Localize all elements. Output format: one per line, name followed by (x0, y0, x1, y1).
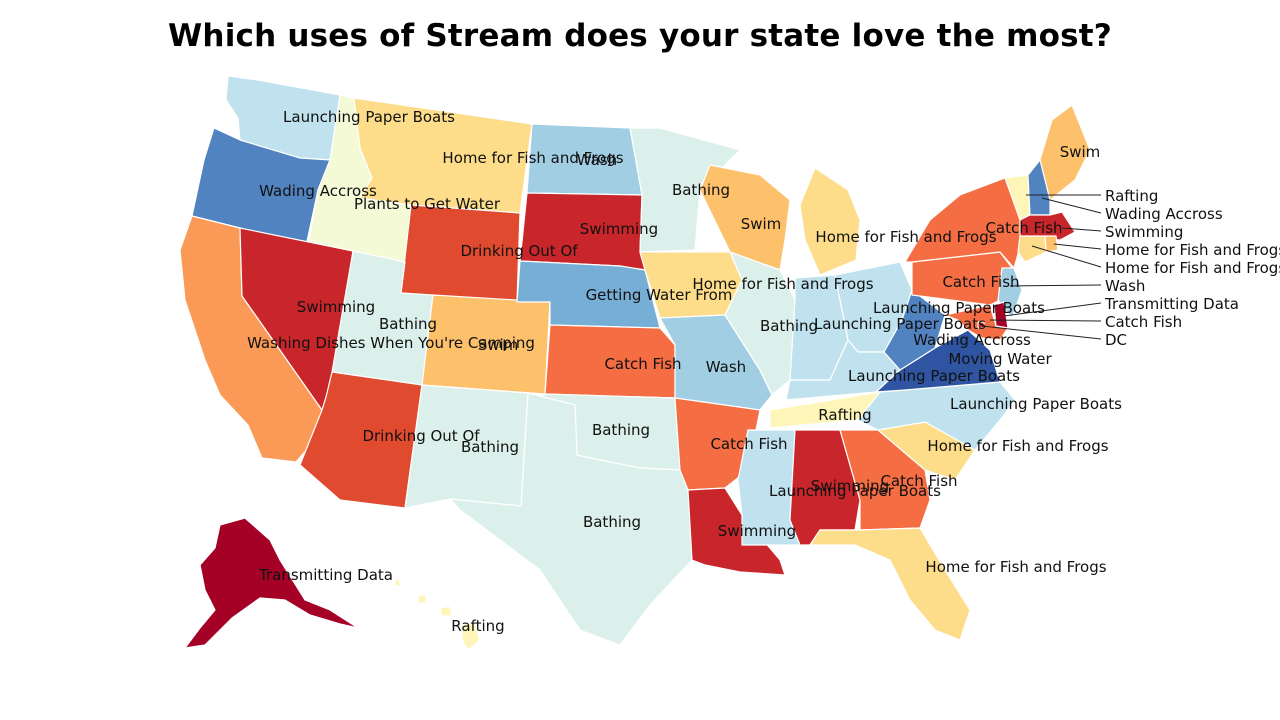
state-label-ak: Transmitting Data (258, 566, 393, 584)
callout-line-md (989, 319, 1102, 322)
state-label-nm: Bathing (461, 438, 519, 456)
state-label-wi: Swim (741, 215, 782, 233)
state-label-ga: Catch Fish (880, 472, 957, 490)
callout-leaders-layer (981, 194, 1102, 340)
state-label-me: Swim (1060, 143, 1101, 161)
state-tx (449, 392, 693, 646)
state-label-or: Wading Accross (259, 182, 377, 200)
state-label-wy: Drinking Out Of (460, 242, 578, 260)
state-label-va: Moving Water (948, 350, 1052, 368)
state-hi (394, 579, 481, 651)
state-label-pa: Catch Fish (942, 273, 1019, 291)
state-ct (1017, 235, 1047, 263)
state-label-nv: Swimming (297, 298, 375, 316)
state-label-tn: Rafting (818, 406, 871, 424)
callout-label-nh: Wading Accross (1105, 205, 1223, 223)
state-nh (1027, 159, 1051, 216)
state-label-ok: Bathing (592, 421, 650, 439)
states-layer (179, 75, 1091, 651)
callout-line-ma (1061, 227, 1102, 232)
state-mn (629, 127, 741, 253)
state-fl (809, 527, 971, 641)
state-la (687, 487, 786, 576)
callout-label-ct: Home for Fish and Frogs (1105, 259, 1280, 277)
state-mt (353, 97, 533, 214)
state-label-oh: Launching Paper Boats (873, 299, 1045, 317)
state-label-al: Swimming (811, 477, 889, 495)
state-label-ny: Catch Fish (985, 219, 1062, 237)
state-label-ms: Launching Paper Boats (769, 482, 941, 500)
state-md (944, 304, 1009, 341)
callout-label-dc: DC (1105, 331, 1127, 349)
state-label-wv: Wading Accross (913, 331, 1031, 349)
state-label-ut: Bathing (379, 315, 437, 333)
state-label-il: Bathing (760, 317, 818, 335)
state-label-wa: Launching Paper Boats (283, 108, 455, 126)
state-label-la: Swimming (718, 522, 796, 540)
state-mi (799, 167, 861, 276)
callout-label-nj: Wash (1105, 277, 1145, 295)
callout-line-de (1003, 302, 1102, 317)
callout-label-ma: Swimming (1105, 223, 1183, 241)
state-label-in: Launching Paper Boats (814, 315, 986, 333)
callout-label-ri: Home for Fish and Frogs (1105, 241, 1280, 259)
state-label-hi: Rafting (451, 617, 504, 635)
state-label-mi: Home for Fish and Frogs (815, 228, 996, 246)
state-label-sc: Home for Fish and Frogs (927, 437, 1108, 455)
state-or (191, 127, 331, 247)
state-label-nc: Launching Paper Boats (950, 395, 1122, 413)
state-label-sd: Swimming (580, 220, 658, 238)
state-label-co: Swim (478, 336, 519, 354)
state-label-ca: Washing Dishes When You're Camping (247, 334, 535, 352)
state-label-mn: Bathing (672, 181, 730, 199)
callout-label-vt: Rafting (1105, 187, 1158, 205)
state-label-ia: Home for Fish and Frogs (692, 275, 873, 293)
state-label-nd: Wash (577, 151, 617, 169)
callout-line-nh (1041, 197, 1102, 214)
state-label-mo: Wash (706, 358, 746, 376)
callout-label-de: Transmitting Data (1104, 295, 1239, 313)
state-label-mt: Home for Fish and Frogs (442, 149, 623, 167)
callout-line-nj (1009, 284, 1102, 287)
state-label-ky: Launching Paper Boats (848, 367, 1020, 385)
callout-line-ri (1053, 243, 1102, 250)
state-il (724, 251, 796, 396)
callout-label-md: Catch Fish (1105, 313, 1182, 331)
state-label-ne: Getting Water From (586, 286, 733, 304)
state-wi (699, 164, 791, 271)
state-label-fl: Home for Fish and Frogs (925, 558, 1106, 576)
state-label-az: Drinking Out Of (362, 427, 480, 445)
callout-line-dc (981, 325, 1102, 340)
state-label-ks: Catch Fish (604, 355, 681, 373)
state-ak (184, 517, 359, 649)
map-title: Which uses of Stream does your state lov… (168, 18, 1112, 54)
state-label-ar: Catch Fish (710, 435, 787, 453)
state-label-id: Plants to Get Water (354, 195, 501, 213)
callout-line-ct (1031, 245, 1102, 268)
state-label-tx: Bathing (583, 513, 641, 531)
